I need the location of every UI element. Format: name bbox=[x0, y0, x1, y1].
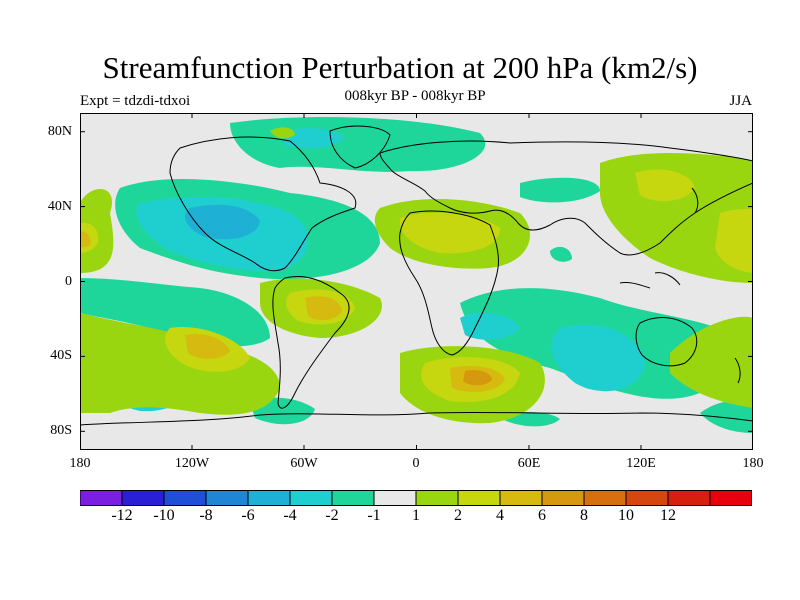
colorbar-swatch bbox=[331, 490, 375, 506]
lon-tick-180e: 180 bbox=[742, 456, 764, 471]
contour-region bbox=[80, 231, 91, 248]
experiment-label: Expt = tdzdi-tdxoi bbox=[80, 93, 191, 109]
contour-region bbox=[80, 278, 270, 347]
colorbar-swatch bbox=[709, 490, 752, 506]
coastline-japan bbox=[691, 187, 699, 214]
colorbar-label: -8 bbox=[199, 507, 213, 524]
map-panel bbox=[80, 113, 753, 450]
contour-region bbox=[399, 212, 500, 254]
colorbar-swatch bbox=[499, 490, 543, 506]
colorbar-swatch bbox=[415, 490, 459, 506]
contour-region bbox=[670, 316, 753, 408]
contour-region bbox=[700, 400, 753, 433]
lat-tick-40n: 40N bbox=[47, 199, 72, 214]
colorbar-swatch bbox=[247, 490, 291, 506]
contour-region bbox=[551, 324, 645, 392]
contour-region bbox=[715, 208, 753, 273]
coastline-indonesia bbox=[619, 272, 681, 289]
colorbar-swatch bbox=[373, 490, 417, 506]
colorbar-label: 4 bbox=[496, 507, 504, 524]
contour-region bbox=[550, 246, 572, 262]
colorbar-label: 6 bbox=[538, 507, 546, 524]
colorbar-label: 1 bbox=[412, 507, 420, 524]
colorbar-label: -1 bbox=[367, 507, 381, 524]
coastline-eurasia bbox=[379, 140, 753, 256]
lat-tick-80n: 80N bbox=[47, 124, 72, 139]
contour-fill-layer bbox=[80, 117, 753, 433]
coastline-greenland bbox=[329, 125, 391, 169]
colorbar-label: -10 bbox=[153, 507, 175, 524]
contour-region bbox=[305, 296, 342, 321]
lat-tick-80s: 80S bbox=[50, 423, 72, 438]
coastline-africa bbox=[399, 210, 499, 356]
lon-tick-120w: 120W bbox=[174, 456, 210, 471]
colorbar-label: 10 bbox=[618, 507, 634, 524]
contour-region bbox=[270, 127, 295, 139]
colorbar-swatch bbox=[667, 490, 711, 506]
colorbar-swatch bbox=[205, 490, 249, 506]
lon-tick-120e: 120E bbox=[626, 456, 656, 471]
plot-subtitle: 008kyr BP - 008kyr BP bbox=[344, 88, 486, 104]
colorbar-label: -4 bbox=[283, 507, 297, 524]
contour-region bbox=[635, 169, 695, 202]
coastline-south-america bbox=[272, 276, 350, 409]
contour-region bbox=[280, 128, 345, 149]
colorbar-label: -2 bbox=[325, 507, 339, 524]
colorbar-swatch bbox=[457, 490, 501, 506]
colorbar-label: 2 bbox=[454, 507, 462, 524]
coastline-new-zealand bbox=[734, 357, 741, 384]
coastline-north-america bbox=[169, 136, 357, 272]
lat-tick-40s: 40S bbox=[50, 348, 72, 363]
contour-region bbox=[185, 333, 230, 359]
colorbar-label: 8 bbox=[580, 507, 588, 524]
colorbar-swatch bbox=[289, 490, 333, 506]
contour-region bbox=[80, 313, 280, 415]
colorbar-swatch bbox=[121, 490, 165, 506]
lon-tick-60w: 60W bbox=[290, 456, 318, 471]
colorbar-swatch bbox=[583, 490, 627, 506]
lat-tick-0: 0 bbox=[65, 274, 72, 289]
colorbar bbox=[80, 490, 752, 506]
lon-tick-0: 0 bbox=[412, 456, 420, 471]
contour-region bbox=[463, 370, 492, 386]
contour-region bbox=[80, 189, 114, 273]
colorbar-swatch bbox=[541, 490, 585, 506]
colorbar-swatch bbox=[80, 490, 123, 506]
coastline-australia bbox=[635, 317, 698, 367]
colorbar-label: 12 bbox=[660, 507, 676, 524]
lon-tick-180w: 180 bbox=[69, 456, 91, 471]
season-label: JJA bbox=[729, 93, 752, 109]
map-frame bbox=[80, 113, 753, 450]
coastlines bbox=[80, 125, 753, 426]
colorbar-swatch bbox=[163, 490, 207, 506]
colorbar-swatch bbox=[625, 490, 669, 506]
lon-tick-60e: 60E bbox=[517, 456, 541, 471]
colorbar-label: -6 bbox=[241, 507, 255, 524]
contour-region bbox=[520, 177, 600, 203]
colorbar-label: -12 bbox=[111, 507, 133, 524]
contour-region bbox=[460, 312, 520, 340]
contour-region bbox=[185, 204, 260, 240]
coastline-antarctica bbox=[80, 411, 753, 426]
plot-title: Streamfunction Perturbation at 200 hPa (… bbox=[102, 50, 698, 85]
